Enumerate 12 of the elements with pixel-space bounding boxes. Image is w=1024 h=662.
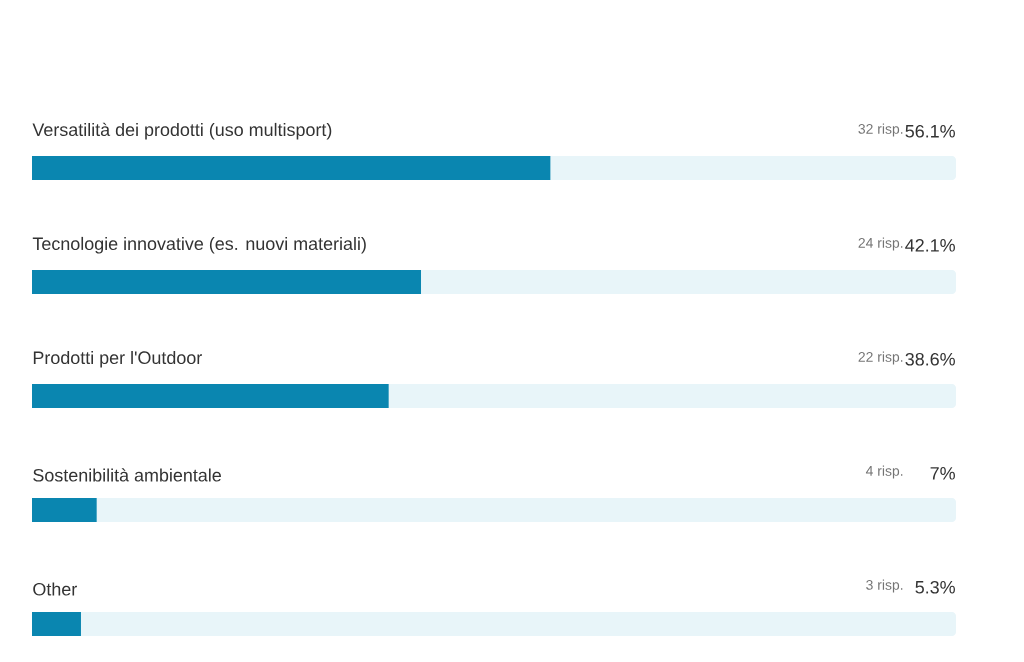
data-label: 42.1% — [905, 238, 955, 252]
bar — [32, 612, 81, 637]
y-tick-label: Versatilità dei prodotti (uso multisport) — [32, 122, 332, 140]
data-label: 38.6% — [905, 352, 955, 366]
y-tick-label: Other — [33, 582, 77, 596]
data-label: 7% — [930, 467, 955, 480]
bar — [32, 498, 97, 523]
y-tick-label: Prodotti per l'Outdoor — [33, 350, 202, 368]
data-label: 56.1% — [905, 124, 955, 138]
y-tick-label: Tecnologie innovative (es. nuovi materiali) — [32, 236, 366, 254]
data-label: 5.3% — [915, 580, 955, 594]
y-tick-label: Sostenibilità ambientale — [33, 468, 221, 482]
